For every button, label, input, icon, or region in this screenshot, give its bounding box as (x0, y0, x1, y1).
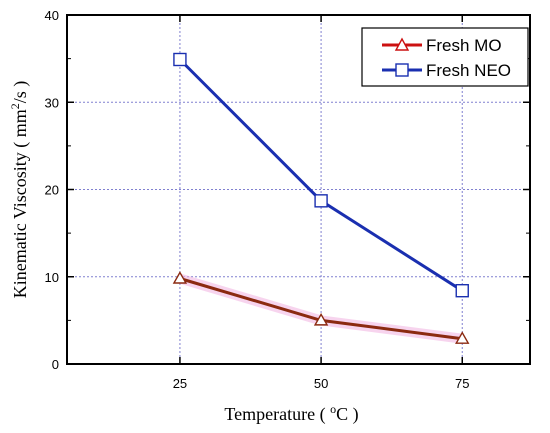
x-tick-label: 50 (314, 376, 328, 391)
grid (67, 15, 530, 364)
series-layer (172, 52, 470, 344)
y-tick-label: 0 (52, 357, 59, 372)
data-point-square (173, 52, 187, 67)
data-point-square (314, 194, 328, 208)
legend-box (361, 27, 529, 87)
legend: Fresh MO Fresh NEO (361, 27, 529, 87)
y-tick-label: 10 (45, 270, 59, 285)
legend-square-icon (395, 63, 409, 77)
data-point-triangle (172, 271, 188, 284)
legend-label: Fresh NEO (426, 61, 511, 80)
axes: 0 10 20 30 40 25 50 75 (45, 8, 530, 391)
y-tick-label: 20 (45, 183, 59, 198)
y-axis-label: Kinematic Viscosity ( mm2/s ) (8, 81, 31, 299)
y-tick-label: 40 (45, 8, 59, 23)
data-point-triangle (455, 331, 470, 344)
y-tick-label: 30 (45, 95, 59, 110)
legend-triangle-icon (394, 37, 410, 51)
x-tick-label: 25 (173, 376, 187, 391)
legend-label: Fresh MO (426, 36, 502, 55)
x-tick-label: 75 (455, 376, 469, 391)
x-axis-label: Temperature ( oC ) (224, 402, 358, 425)
data-point-square (455, 284, 469, 298)
data-point-triangle (313, 312, 329, 326)
